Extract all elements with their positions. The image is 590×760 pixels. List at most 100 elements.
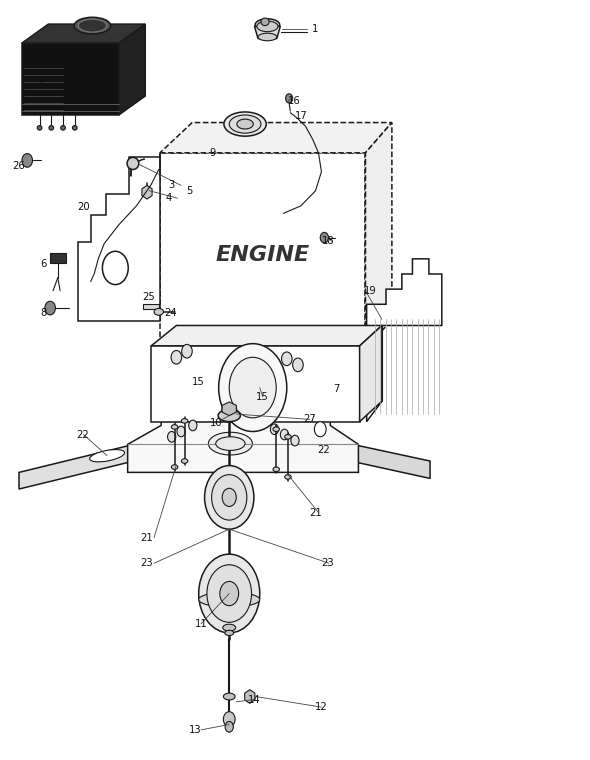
Polygon shape [245,690,255,703]
Polygon shape [366,259,442,422]
Ellipse shape [74,17,110,34]
Polygon shape [19,420,236,489]
Circle shape [222,488,236,506]
Circle shape [103,252,128,284]
Ellipse shape [171,465,178,470]
Circle shape [220,581,238,606]
Circle shape [286,93,293,103]
Polygon shape [78,157,160,321]
Text: 10: 10 [209,418,222,428]
Ellipse shape [127,157,139,169]
Ellipse shape [61,125,65,130]
Circle shape [207,565,251,622]
Circle shape [171,350,182,364]
Text: 26: 26 [12,160,25,171]
Circle shape [293,358,303,372]
Text: 6: 6 [41,259,47,269]
Polygon shape [143,303,159,309]
Ellipse shape [73,125,77,130]
Circle shape [280,429,289,440]
Circle shape [224,711,235,727]
Text: 18: 18 [322,236,334,246]
Polygon shape [236,420,430,479]
Ellipse shape [90,450,124,462]
Circle shape [225,721,233,732]
Ellipse shape [237,119,253,129]
Ellipse shape [257,21,278,32]
Ellipse shape [181,459,188,464]
Ellipse shape [37,125,42,130]
Ellipse shape [255,19,280,31]
Circle shape [45,301,55,315]
Ellipse shape [273,467,280,472]
Ellipse shape [181,419,188,423]
Polygon shape [365,122,392,350]
Text: 25: 25 [142,292,155,302]
Polygon shape [151,325,382,346]
Circle shape [291,435,299,446]
Circle shape [177,426,185,437]
Polygon shape [142,185,152,199]
Text: 20: 20 [77,202,90,212]
Text: 23: 23 [140,559,153,568]
Ellipse shape [216,437,245,451]
Text: 9: 9 [209,148,216,158]
Ellipse shape [224,693,235,700]
Ellipse shape [258,33,277,41]
Text: 11: 11 [195,619,208,629]
Text: 16: 16 [287,97,300,106]
Ellipse shape [208,432,253,455]
Text: 2: 2 [40,76,45,86]
Circle shape [168,432,176,442]
Ellipse shape [199,592,260,607]
Text: 13: 13 [189,725,201,735]
Text: 5: 5 [186,185,192,195]
Text: 21: 21 [309,508,322,518]
Text: 8: 8 [41,309,47,318]
Circle shape [320,233,329,243]
Text: 21: 21 [140,533,153,543]
Text: 15: 15 [192,376,205,387]
Text: 22: 22 [317,445,330,454]
Ellipse shape [285,435,291,439]
Ellipse shape [327,442,356,452]
Ellipse shape [222,404,237,413]
Ellipse shape [285,475,291,480]
Ellipse shape [273,427,280,432]
Polygon shape [22,24,145,43]
Text: 27: 27 [303,414,316,424]
Text: 3: 3 [169,180,175,191]
Polygon shape [50,253,66,264]
Text: 17: 17 [294,112,307,122]
Circle shape [219,344,287,432]
Text: 14: 14 [248,695,260,705]
Text: 24: 24 [164,309,177,318]
Text: 7: 7 [333,384,339,394]
Ellipse shape [224,112,266,136]
Ellipse shape [230,115,261,133]
Circle shape [212,475,247,520]
Text: 15: 15 [256,391,269,401]
Text: 1: 1 [312,24,319,34]
Circle shape [314,422,326,437]
Ellipse shape [154,309,163,315]
Text: 23: 23 [321,559,333,568]
Text: 12: 12 [315,702,328,712]
Text: 22: 22 [76,429,89,439]
Polygon shape [359,325,382,422]
Circle shape [189,420,197,431]
Polygon shape [160,153,365,350]
Ellipse shape [218,410,240,422]
Ellipse shape [78,19,107,32]
Text: ENGINE: ENGINE [215,245,310,265]
Polygon shape [222,402,237,416]
Circle shape [182,344,192,358]
Polygon shape [127,418,358,473]
Ellipse shape [223,624,235,631]
Text: eReplacementParts.com: eReplacementParts.com [224,400,366,413]
Polygon shape [22,43,119,115]
Circle shape [205,466,254,529]
Polygon shape [151,346,359,422]
Polygon shape [160,122,392,153]
Polygon shape [254,27,280,39]
